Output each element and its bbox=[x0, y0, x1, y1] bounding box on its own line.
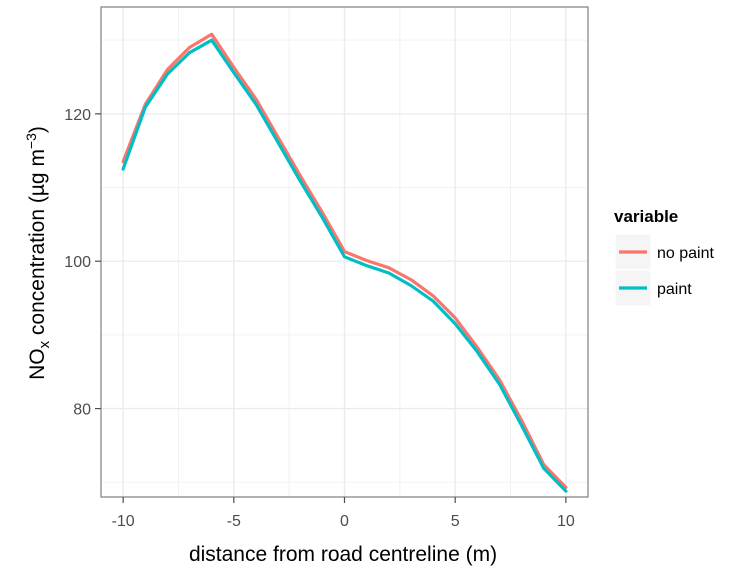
legend-item-no-paint: no paint bbox=[614, 233, 714, 271]
x-tick-label: 0 bbox=[340, 513, 349, 530]
y-axis-title-main: NO bbox=[26, 348, 49, 380]
x-tick-label: -5 bbox=[227, 513, 241, 530]
major-gridlines bbox=[101, 7, 588, 497]
legend-label: no paint bbox=[657, 245, 714, 262]
y-axis-title-superscript: −3 bbox=[23, 133, 39, 149]
legend-items: no paint paint bbox=[614, 233, 714, 307]
series-lines bbox=[121, 32, 568, 493]
x-tick-label: 10 bbox=[557, 513, 575, 530]
legend-label: paint bbox=[657, 281, 692, 298]
x-axis-title: distance from road centreline (m) bbox=[189, 543, 497, 566]
legend: variable no paint paint bbox=[614, 207, 714, 307]
y-axis-title-middle: concentration (µg m bbox=[26, 149, 49, 341]
x-tick-label: 5 bbox=[451, 513, 460, 530]
y-axis-title-end: ) bbox=[26, 126, 49, 133]
series-line-paint bbox=[121, 38, 568, 493]
legend-title: variable bbox=[614, 207, 678, 226]
y-axis: 80 100 120 bbox=[64, 107, 101, 419]
y-tick-label: 80 bbox=[73, 402, 91, 419]
series-line-no-paint bbox=[121, 32, 568, 489]
y-tick-label: 100 bbox=[64, 254, 91, 271]
legend-item-paint: paint bbox=[614, 269, 692, 307]
y-tick-label: 120 bbox=[64, 107, 91, 124]
y-axis-title-subscript: x bbox=[36, 340, 53, 348]
y-axis-title: NOx concentration (µg m−3) bbox=[23, 126, 53, 380]
x-axis: -10 -5 0 5 10 bbox=[112, 497, 575, 530]
x-tick-label: -10 bbox=[112, 513, 135, 530]
